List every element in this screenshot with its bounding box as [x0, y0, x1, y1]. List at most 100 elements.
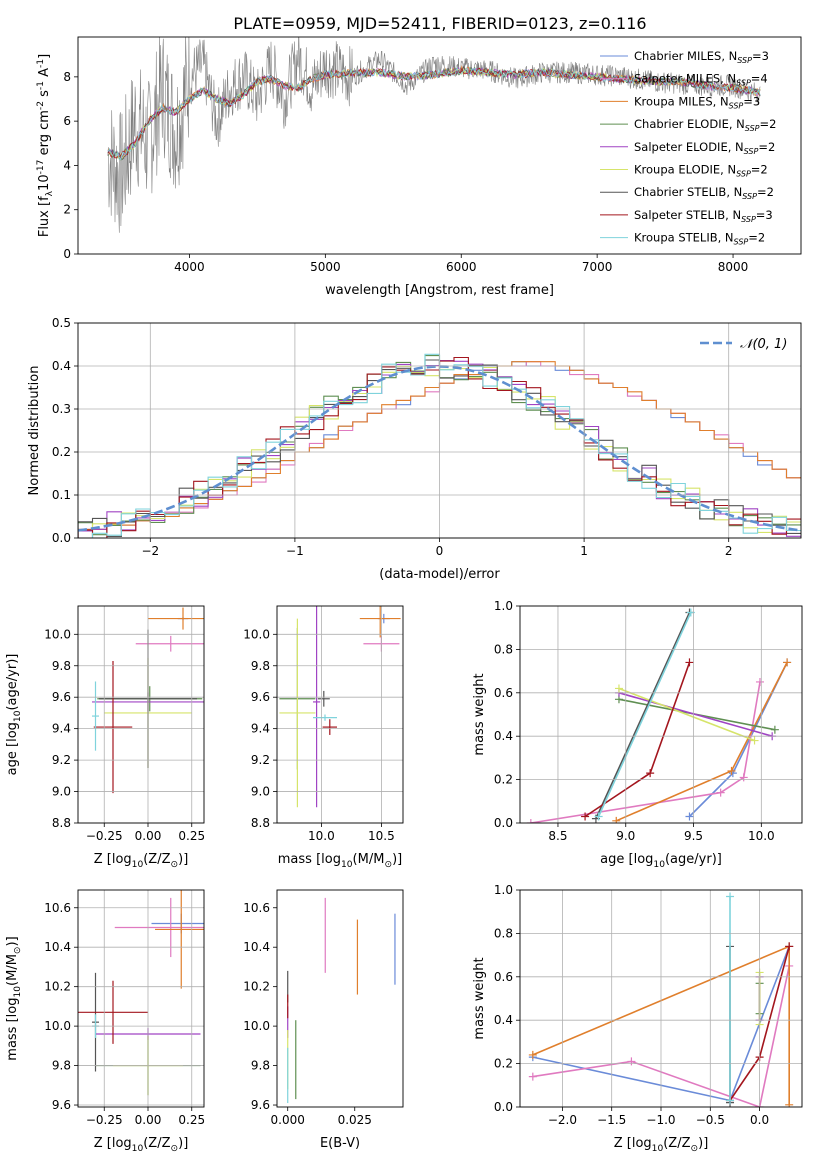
panel-age_vs_Z: −0.25 0.00 0.25 8.8 9.0 9.2 9.4 9.6 9.8 10.0 Z [lo…: [5, 605, 205, 870]
weight-line-kroupa-stelib: [597, 612, 692, 817]
legend-entry-gaussian: 𝒩(0, 1): [740, 337, 787, 352]
y-tick-label: 0.6: [494, 686, 513, 700]
y-tick-label: 9.2: [251, 753, 270, 767]
y-tick-label: 10.4: [44, 940, 71, 954]
y-tick-label: 0.6: [494, 970, 513, 984]
axes-frame: [276, 889, 404, 1108]
marker-kroupa-miles: [612, 816, 621, 823]
marker-salpeter-miles: [716, 788, 725, 797]
panel-spectrum: 4000 5000 6000 7000 8000 0 2 4 6 8 Chabrier MILES,…: [36, 36, 802, 298]
x-tick-label: 0.25: [178, 1113, 205, 1127]
x-axis-label: mass [log10(M/M⊙)]: [278, 852, 402, 870]
y-tick-label: 9.6: [52, 690, 71, 704]
axes-frame: [77, 36, 802, 255]
x-tick-label: 8.5: [548, 829, 567, 843]
y-tick-label: 0.4: [494, 729, 513, 743]
x-tick-label: 6000: [446, 260, 477, 274]
y-tick-label: 9.8: [52, 659, 71, 673]
marker-salpeter-stelib: [646, 769, 655, 778]
x-axis-label: wavelength [Angstrom, rest frame]: [325, 283, 554, 298]
y-axis-label: Normed distribution: [27, 366, 42, 496]
legend-entry-salpeter-stelib: Salpeter STELIB, NSSP=3: [634, 208, 773, 224]
y-tick-label: 9.6: [251, 690, 270, 704]
y-tick-label: 0.4: [494, 1013, 513, 1027]
marker-salpeter-stelib: [581, 812, 590, 821]
axes-frame: [519, 605, 803, 824]
marker-kroupa-stelib: [726, 1096, 735, 1105]
y-tick-label: 4: [63, 158, 71, 172]
x-axis-label: Z [log10(Z/Z⊙)]: [94, 852, 189, 870]
marker-salpeter-stelib: [685, 658, 694, 667]
plot-area: [526, 608, 792, 823]
y-tick-label: 0.2: [494, 773, 513, 787]
weight-line-salpeter-stelib: [584, 662, 691, 818]
y-axis-label: age [log10(age/yr)]: [5, 654, 23, 776]
weight-line-salpeter-elodie: [618, 692, 773, 737]
y-tick-label: 9.8: [251, 659, 270, 673]
x-tick-label: 0.00: [135, 1113, 162, 1127]
x-axis-label: E(B-V): [320, 1136, 360, 1151]
model-line-kroupa-stelib: [107, 66, 761, 160]
weight-line-chabrier-stelib: [595, 612, 691, 820]
x-tick-label: 9.5: [684, 829, 703, 843]
y-axis-label: Flux [fλ10-17 erg cm-2 s-1 A-1]: [36, 54, 55, 237]
panel-weight_vs_age: 8.5 9.0 9.5 10.0 0.0 0.2 0.4 0.6 0.8 1.0 age [log1…: [472, 599, 803, 870]
axes-frame: [276, 605, 404, 824]
y-tick-label: 9.0: [251, 785, 270, 799]
x-axis-label: Z [log10(Z/Z⊙)]: [614, 1136, 709, 1154]
marker-salpeter-miles: [739, 773, 748, 782]
x-tick-label: 0.00: [135, 829, 162, 843]
marker-kroupa-elodie: [614, 684, 623, 693]
plot-area: [107, 37, 761, 233]
y-tick-label: 10.0: [44, 627, 71, 641]
legend-entry-chabrier-elodie: Chabrier ELODIE, NSSP=2: [634, 117, 776, 133]
x-axis-label: (data-model)/error: [379, 567, 500, 582]
marker-kroupa-stelib: [594, 812, 603, 821]
x-tick-label: −0.25: [86, 829, 123, 843]
y-tick-label: 9.2: [52, 753, 71, 767]
legend-entry-salpeter-miles: Salpeter MILES, NSSP=4: [634, 72, 768, 88]
y-tick-label: 9.4: [251, 722, 270, 736]
x-tick-label: 8000: [718, 260, 749, 274]
x-tick-label: 0.000: [271, 1113, 305, 1127]
axes-frame: [519, 889, 803, 1108]
y-tick-label: 9.8: [52, 1059, 71, 1073]
y-tick-label: 0.0: [52, 531, 71, 545]
panel-residual: −2 −1 0 1 2 0.0 0.1 0.2 0.3 0.4 0.5 𝒩(0, 1) (data-mo…: [27, 316, 802, 582]
x-axis-label: Z [log10(Z/Z⊙)]: [94, 1136, 189, 1154]
marker-kroupa-miles: [528, 1050, 537, 1059]
legend-entry-kroupa-stelib: Kroupa STELIB, NSSP=2: [634, 231, 765, 247]
y-tick-label: 9.4: [52, 722, 71, 736]
marker-chabrier-elodie: [770, 725, 779, 734]
y-tick-label: 0: [63, 247, 71, 261]
y-tick-label: 1.0: [494, 883, 513, 897]
marker-salpeter-stelib: [785, 942, 794, 951]
legend-entry-salpeter-elodie: Salpeter ELODIE, NSSP=2: [634, 140, 775, 156]
x-tick-label: 2: [725, 544, 733, 558]
x-tick-label: 10.0: [308, 829, 335, 843]
y-tick-label: 10.2: [243, 980, 270, 994]
axes-frame: [77, 605, 205, 824]
legend-entry-kroupa-elodie: Kroupa ELODIE, NSSP=2: [634, 163, 768, 179]
x-tick-label: 0: [436, 544, 444, 558]
marker-salpeter-miles: [627, 1057, 636, 1066]
axes-frame: [77, 889, 205, 1108]
panel-age_vs_mass: 10.0 10.5 8.8 9.0 9.2 9.4 9.6 9.8 10.0 mass [log1…: [243, 605, 404, 870]
x-tick-label: 0.025: [338, 1113, 372, 1127]
x-tick-label: 9.0: [616, 829, 635, 843]
x-tick-label: 0.0: [750, 1113, 769, 1127]
marker-kroupa-elodie: [750, 736, 759, 745]
y-tick-label: 10.0: [243, 627, 270, 641]
plot-area: [287, 897, 396, 1104]
x-tick-label: 1: [580, 544, 588, 558]
y-tick-label: 10.4: [243, 940, 270, 954]
x-tick-label: 10.5: [368, 829, 395, 843]
legend-entry-chabrier-miles: Chabrier MILES, NSSP=3: [634, 49, 769, 65]
y-tick-label: 10.0: [44, 1019, 71, 1033]
x-tick-label: −1.0: [646, 1113, 675, 1127]
y-tick-label: 10.6: [243, 901, 270, 915]
y-tick-label: 0.0: [494, 816, 513, 830]
marker-salpeter-miles: [755, 677, 764, 686]
weight-line-salpeter-miles: [532, 965, 790, 1107]
